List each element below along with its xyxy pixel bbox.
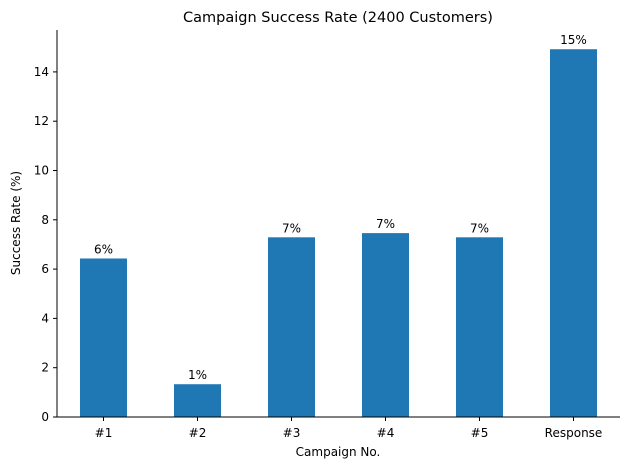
- x-axis-ticks: #1 #2 #3 #4 #5 Response: [95, 417, 603, 440]
- bar-2: [268, 237, 315, 417]
- bar-1: [174, 384, 221, 417]
- chart-title: Campaign Success Rate (2400 Customers): [183, 10, 493, 26]
- bar-value-label: 15%: [560, 33, 587, 47]
- bars-group: [80, 49, 597, 418]
- x-tick-label: #4: [377, 426, 395, 440]
- bar-5: [550, 49, 597, 418]
- bar-4: [456, 237, 503, 417]
- bar-value-label: 6%: [94, 243, 113, 257]
- data-labels-group: 6% 1% 7% 7% 7% 15%: [94, 33, 587, 382]
- x-tick-label: #2: [189, 426, 207, 440]
- bar-value-label: 7%: [282, 221, 301, 235]
- y-tick-label: 12: [34, 114, 49, 128]
- y-tick-label: 2: [41, 361, 49, 375]
- y-tick-label: 6: [41, 262, 49, 276]
- x-axis-label: Campaign No.: [296, 445, 381, 459]
- bar-3: [362, 233, 409, 417]
- y-tick-label: 14: [34, 65, 49, 79]
- bar-value-label: 7%: [470, 221, 489, 235]
- bar-0: [80, 258, 127, 417]
- x-tick-label: Response: [545, 426, 603, 440]
- y-tick-label: 0: [41, 410, 49, 424]
- y-axis-ticks: 0 2 4 6 8 10 12 14: [34, 65, 57, 424]
- y-axis-label: Success Rate (%): [9, 171, 23, 275]
- x-tick-label: #1: [95, 426, 113, 440]
- x-tick-label: #5: [471, 426, 489, 440]
- bar-value-label: 7%: [376, 217, 395, 231]
- x-tick-label: #3: [283, 426, 301, 440]
- bar-value-label: 1%: [188, 368, 207, 382]
- y-tick-label: 10: [34, 164, 49, 178]
- y-tick-label: 8: [41, 213, 49, 227]
- y-tick-label: 4: [41, 311, 49, 325]
